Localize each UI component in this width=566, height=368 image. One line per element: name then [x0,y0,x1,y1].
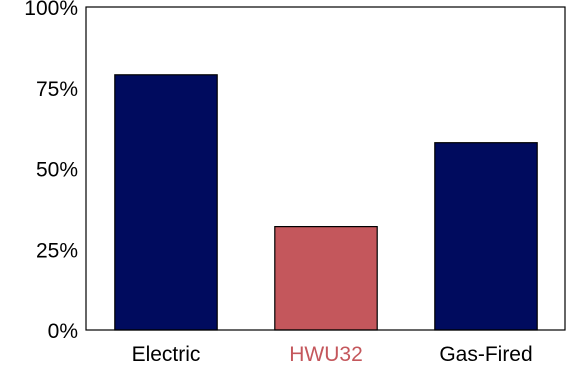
bar-electric [114,74,218,331]
y-tick-label: 100% [24,0,78,20]
x-tick-label: HWU32 [289,343,363,366]
bars-group [114,74,538,331]
y-axis-ticks: 0% 25% 50% 75% 100% [24,0,78,343]
y-tick-label: 50% [36,159,78,182]
bar-hwu32 [274,226,378,331]
y-tick-label: 0% [48,320,78,343]
x-tick-label: Gas-Fired [439,343,532,366]
plot-frame [85,6,566,331]
x-tick-label: Electric [132,343,201,366]
bar-gas-fired [434,142,538,331]
x-axis-ticks: Electric HWU32 Gas-Fired [132,343,533,366]
y-tick-label: 75% [36,78,78,101]
y-tick-label: 25% [36,239,78,262]
